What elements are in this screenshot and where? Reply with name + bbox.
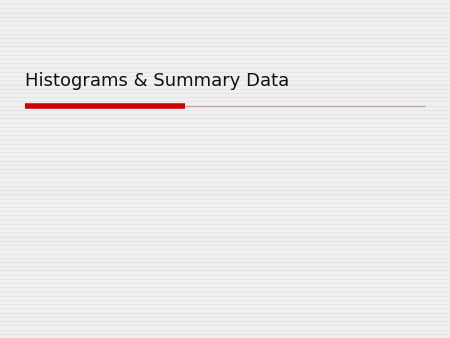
Text: Histograms & Summary Data: Histograms & Summary Data — [25, 72, 289, 90]
